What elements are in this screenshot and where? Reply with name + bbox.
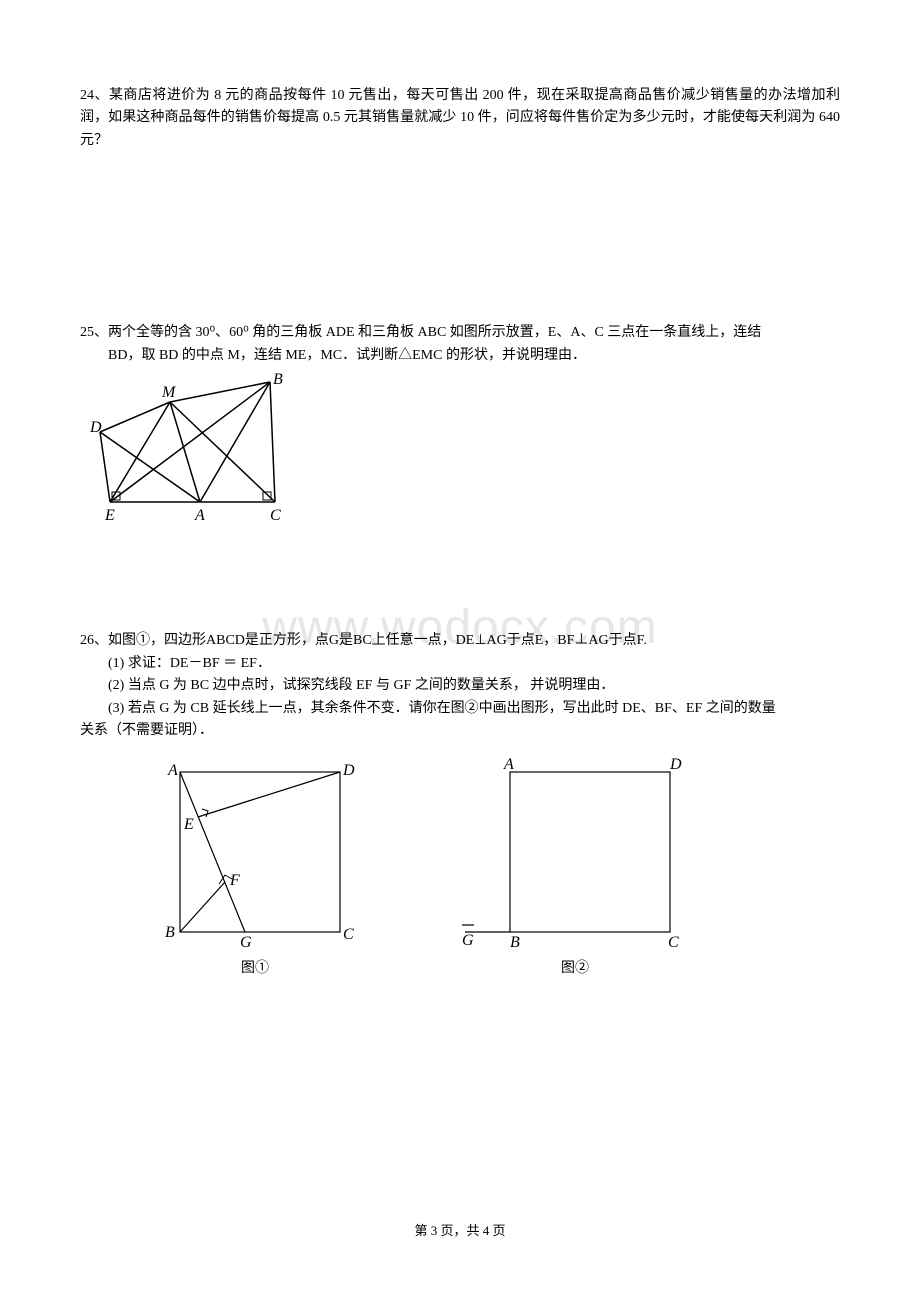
question-25: 25、两个全等的含 30⁰、60⁰ 角的三角板 ADE 和三角板 ABC 如图所… [80, 322, 840, 530]
q25-line1: 25、两个全等的含 30⁰、60⁰ 角的三角板 ADE 和三角板 ABC 如图所… [80, 322, 840, 344]
fig1-D: D [342, 762, 355, 779]
fig2-A: A [503, 757, 514, 773]
fig2-D: D [669, 757, 682, 773]
q26-sub1: (1) 求证：DE－BF ＝ EF． [80, 653, 840, 675]
fig1-G: G [240, 934, 252, 947]
fig1-A: A [167, 762, 178, 779]
fig1-C: C [343, 926, 354, 943]
q26-sub2: (2) 当点 G 为 BC 边中点时，试探究线段 EF 与 GF 之间的数量关系… [80, 675, 840, 697]
q26-figure2: A D B C G 图② [460, 757, 690, 980]
fig1-B: B [165, 924, 175, 941]
fig2-C: C [668, 934, 679, 947]
q24-text: 24、某商店将进价为 8 元的商品按每件 10 元售出，每天可售出 200 件，… [80, 85, 840, 152]
label-A: A [194, 507, 205, 522]
label-M: M [161, 384, 177, 401]
fig1-F: F [229, 872, 240, 889]
q26-figure1: A D B C E F G 图① [150, 757, 360, 980]
fig2-G: G [462, 932, 474, 947]
label-E: E [104, 507, 115, 522]
page-footer: 第 3 页，共 4 页 [0, 1221, 920, 1242]
label-C: C [270, 507, 281, 522]
fig2-B: B [510, 934, 520, 947]
q25-line2: BD，取 BD 的中点 M，连结 ME，MC．试判断△EMC 的形状，并说明理由… [80, 345, 840, 367]
question-24: 24、某商店将进价为 8 元的商品按每件 10 元售出，每天可售出 200 件，… [80, 85, 840, 152]
question-26: 26、如图①，四边形ABCD是正方形，点G是BC上任意一点，DE⊥AG于点E，B… [80, 630, 840, 980]
q25-diagram: B M D E A C [90, 372, 840, 530]
label-B: B [273, 372, 283, 388]
label-D: D [90, 419, 102, 436]
q26-line1: 26、如图①，四边形ABCD是正方形，点G是BC上任意一点，DE⊥AG于点E，B… [80, 630, 840, 652]
fig1-caption: 图① [150, 958, 360, 980]
fig1-E: E [183, 816, 194, 833]
fig2-caption: 图② [460, 958, 690, 980]
q26-sub3a: (3) 若点 G 为 CB 延长线上一点，其余条件不变．请你在图②中画出图形，写… [80, 698, 840, 720]
q26-sub3b: 关系（不需要证明）． [80, 720, 840, 742]
